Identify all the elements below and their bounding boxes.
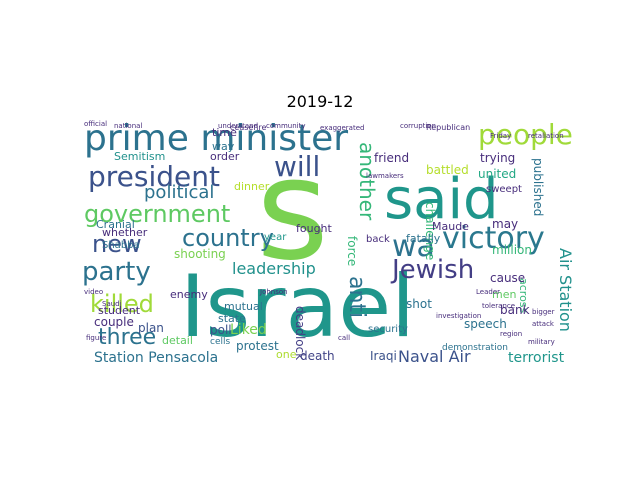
cloud-word: bigger [532, 308, 555, 316]
cloud-word: million [492, 243, 532, 257]
cloud-word: year [264, 232, 287, 243]
cloud-word: understand [218, 122, 258, 130]
cloud-word: deadlock [293, 306, 307, 360]
cloud-word: student [98, 304, 141, 317]
cloud-word: Jewish [390, 255, 474, 285]
cloud-word: figure [86, 334, 106, 342]
cloud-word: force [345, 236, 359, 266]
cloud-word: couple [94, 315, 134, 329]
cloud-word: may [492, 217, 518, 231]
cloud-word: state [218, 312, 246, 325]
cloud-word: bank [500, 303, 530, 317]
cloud-word: Liked [230, 322, 267, 338]
cloud-word: whether [102, 226, 148, 239]
cloud-word: detail [162, 334, 193, 347]
cloud-word: killed [90, 290, 154, 318]
cloud-word: trying [480, 151, 515, 165]
cloud-word: country [182, 224, 274, 252]
cloud-word: speech [464, 317, 507, 331]
cloud-word: Saudi [102, 300, 122, 308]
cloud-word: order [210, 150, 240, 163]
cloud-word: protest [236, 339, 279, 353]
cloud-word: terrorist [508, 350, 565, 366]
cloud-word: political [144, 182, 214, 203]
cloud-word: Cranial [96, 218, 135, 231]
cloud-word: enemy [170, 288, 208, 301]
cloud-word: fatally [406, 232, 441, 245]
cloud-word: s [256, 129, 329, 292]
cloud-word: three [98, 325, 156, 350]
cloud-word: community [266, 122, 305, 130]
cloud-word: lawmakers [366, 172, 404, 180]
cloud-word: Friday [490, 132, 511, 140]
cloud-word: way [212, 140, 235, 153]
cloud-word: back [366, 234, 390, 245]
chart-title: 2019-12 [286, 92, 354, 111]
cloud-word: security [368, 324, 408, 335]
cloud-word: new [92, 230, 142, 258]
cloud-word: official [84, 120, 107, 128]
cloud-word: wa [392, 229, 435, 264]
cloud-word: one [276, 348, 297, 361]
cloud-word: leadership [232, 259, 316, 278]
cloud-word: plan [138, 321, 164, 335]
cloud-word: death [300, 349, 335, 363]
cloud-word: region [500, 330, 522, 338]
cloud-word: people [478, 118, 573, 151]
cloud-word: call [338, 334, 350, 342]
cloud-word: men [492, 288, 516, 301]
cloud-word: demonstration [442, 343, 508, 353]
cloud-word: president [88, 160, 220, 193]
cloud-word: cells [210, 337, 230, 347]
cloud-word: military [528, 338, 555, 346]
cloud-word: poll [210, 323, 232, 337]
cloud-word: video [84, 288, 103, 296]
cloud-word: investigation [436, 312, 481, 320]
cloud-word: Republican [426, 123, 470, 132]
cloud-word: battled [426, 163, 469, 177]
cloud-word: sweept [486, 184, 522, 195]
cloud-word: retaliation [528, 132, 564, 140]
cloud-word: across [517, 278, 530, 314]
cloud-word: attack [532, 320, 555, 328]
cloud-word: fought [296, 222, 333, 235]
cloud-word: cause [490, 271, 525, 285]
cloud-word: tolerance [482, 302, 515, 310]
cloud-word: Station Pensacola [94, 350, 218, 366]
cloud-word: party [82, 257, 151, 287]
cloud-word: Semitism [114, 150, 165, 163]
cloud-word: shot [406, 297, 432, 311]
word-cloud: Israel s said prime minister president govern… [80, 118, 576, 366]
cloud-word: another [355, 142, 379, 221]
cloud-word: Shabba [102, 240, 140, 251]
cloud-word: friend [374, 151, 409, 165]
cloud-word: will [274, 150, 320, 183]
cloud-word: published [531, 158, 545, 216]
cloud-word: government [84, 200, 230, 228]
cloud-word: prime minister [84, 118, 348, 159]
cloud-word: Air Station [556, 248, 575, 332]
cloud-word: Leader [476, 288, 500, 296]
cloud-word: victory [442, 221, 545, 256]
cloud-word: time [212, 126, 237, 139]
cloud-word: Israel [180, 257, 415, 357]
cloud-word: Naval Air [398, 347, 471, 366]
cloud-word: exaggerated [320, 124, 364, 132]
cloud-word: Iraqi [370, 349, 397, 363]
cloud-word: mutual [224, 300, 263, 313]
cloud-word: anti [344, 276, 369, 318]
cloud-word: challenge [423, 202, 437, 260]
cloud-word: said [384, 167, 499, 232]
cloud-word: dinner [234, 180, 270, 193]
cloud-word: corruption [400, 122, 436, 130]
cloud-word: shooting [174, 247, 226, 261]
cloud-word: Maude [432, 220, 469, 233]
cloud-word: ceasefire [230, 123, 266, 132]
cloud-word: national [114, 122, 142, 130]
cloud-word: Johnson [259, 288, 288, 296]
cloud-word: united [478, 167, 516, 181]
